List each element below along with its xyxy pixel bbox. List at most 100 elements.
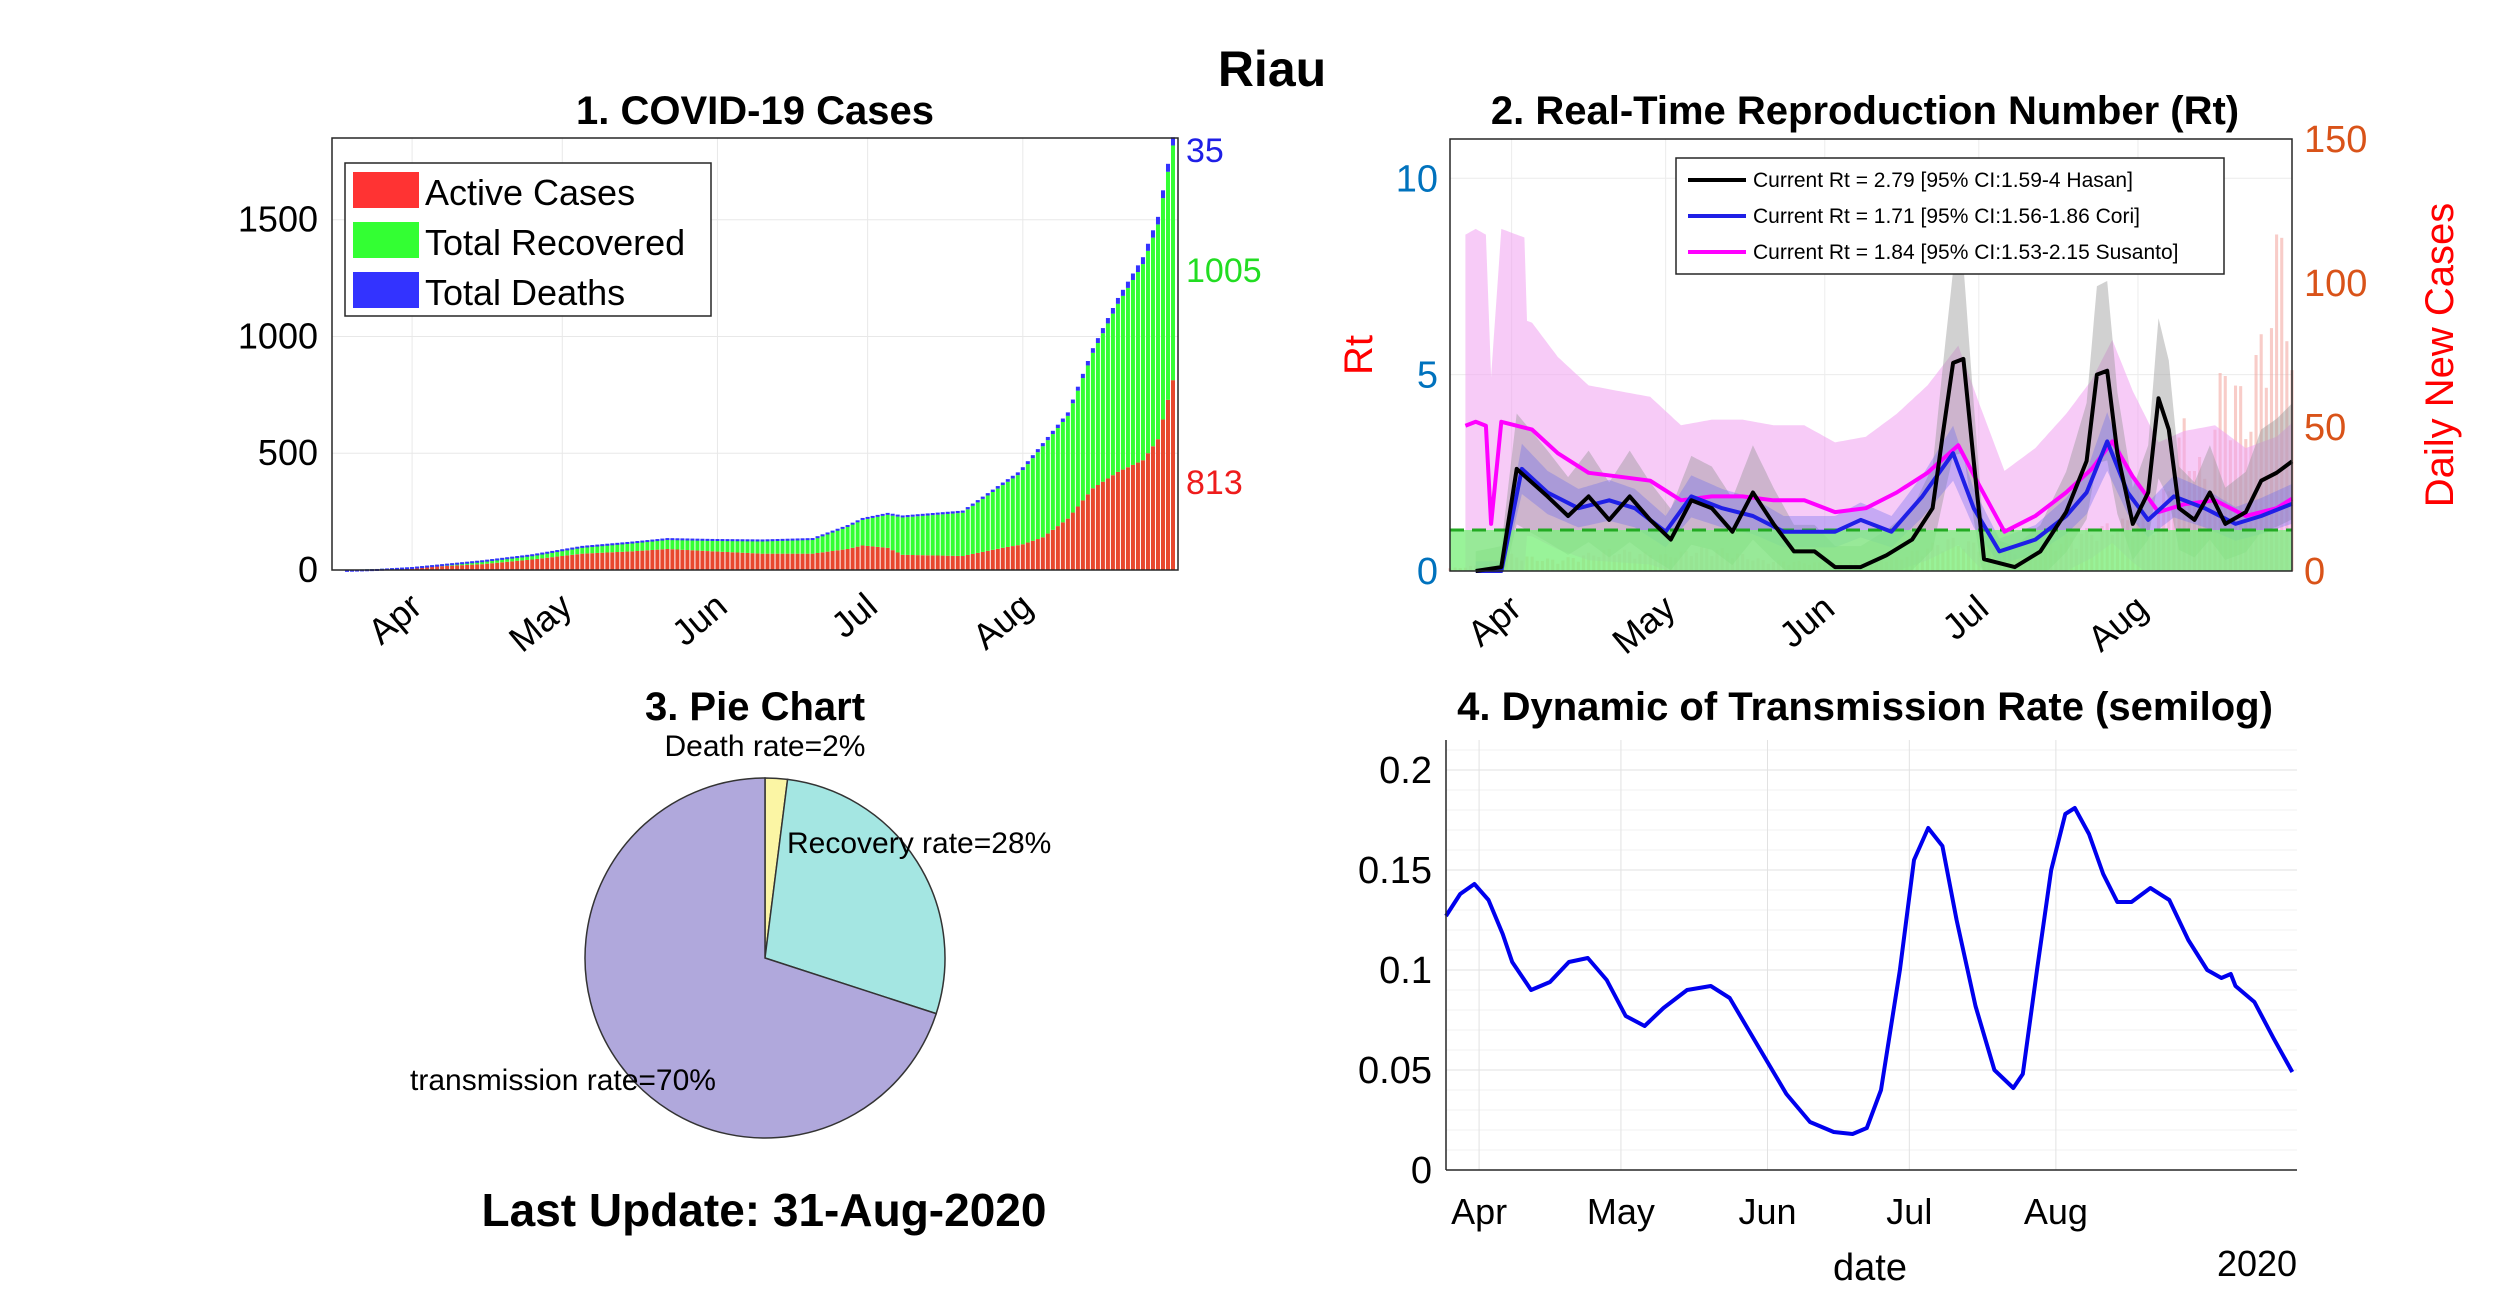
bar-active — [935, 555, 940, 570]
bar-recovered — [615, 543, 620, 553]
bar-deaths — [1160, 190, 1165, 199]
bar-deaths — [1145, 243, 1150, 251]
bar-active — [530, 559, 535, 570]
bar-recovered — [680, 539, 685, 550]
bar-deaths — [965, 507, 970, 510]
bar-active — [540, 558, 545, 570]
transmission-xtick-label: Apr — [1451, 1191, 1507, 1232]
bar-recovered — [605, 544, 610, 553]
bar-recovered — [515, 556, 520, 561]
bar-deaths — [445, 563, 450, 566]
bar-active — [1060, 522, 1065, 570]
bar-recovered — [650, 540, 655, 550]
bar-recovered — [840, 528, 845, 550]
bar-deaths — [955, 510, 960, 514]
rt-lines — [1464, 356, 2294, 573]
cases-bars — [345, 137, 1175, 572]
bar-active — [585, 553, 590, 570]
bar-recovered — [1115, 303, 1120, 472]
cases-chart-title: 1. COVID-19 Cases — [576, 89, 934, 133]
bar-deaths — [1100, 328, 1105, 334]
bar-recovered — [1040, 446, 1045, 538]
bar-deaths — [855, 520, 860, 523]
bar-recovered — [1165, 171, 1170, 400]
rt-ytick-label: 0 — [1417, 551, 1438, 593]
bar-active — [1130, 464, 1135, 570]
bar-active — [1065, 518, 1070, 570]
bar-active — [705, 551, 710, 570]
bar-active — [765, 553, 770, 570]
bar-active — [425, 566, 430, 570]
bar-active — [875, 546, 880, 570]
bar-deaths — [825, 532, 830, 535]
bar-recovered — [695, 539, 700, 551]
rt-threshold-fill — [1450, 530, 2292, 571]
bar-recovered — [700, 539, 705, 551]
bar-deaths — [885, 512, 890, 515]
bar-active — [570, 554, 575, 570]
bar-deaths — [910, 514, 915, 517]
bar-deaths — [690, 538, 695, 541]
bar-recovered — [705, 539, 710, 552]
bar-deaths — [740, 539, 745, 542]
pie-label-recovery: Recovery rate=28% — [787, 827, 1051, 860]
bar-active — [525, 559, 530, 570]
bar-recovered — [725, 540, 730, 553]
bar-active — [1035, 539, 1040, 570]
bar-recovered — [640, 541, 645, 551]
bar-recovered — [805, 539, 810, 554]
bar-active — [840, 549, 845, 570]
bar-deaths — [1020, 467, 1025, 471]
bar-active — [900, 554, 905, 570]
bar-active — [510, 561, 515, 570]
bar-recovered — [630, 542, 635, 552]
bar-deaths — [1015, 472, 1020, 476]
panel-rt: 2. Real-Time Reproduction Number (Rt) 0 5… — [1337, 89, 2462, 662]
bar-active — [780, 553, 785, 570]
bar-recovered — [995, 488, 1000, 549]
bar-deaths — [440, 564, 445, 567]
bar-active — [630, 551, 635, 570]
bar-recovered — [780, 540, 785, 554]
bar-active — [435, 566, 440, 570]
bar-deaths — [410, 567, 415, 570]
bar-deaths — [1080, 373, 1085, 379]
bar-deaths — [870, 515, 875, 518]
bar-recovered — [1085, 365, 1090, 495]
transmission-ytick-label: 0.15 — [1358, 850, 1432, 892]
bar-deaths — [1060, 418, 1065, 422]
pie-slice-transmission — [584, 777, 938, 1139]
bar-deaths — [730, 539, 735, 542]
bar-deaths — [595, 544, 600, 547]
bar-active — [500, 562, 505, 570]
bar-active — [1080, 500, 1085, 570]
bar-deaths — [950, 511, 955, 514]
bar-active — [970, 553, 975, 570]
daily-cases-bar — [2275, 234, 2279, 571]
bar-active — [785, 553, 790, 570]
bar-active — [575, 554, 580, 570]
rt-ytick-label: 10 — [1396, 158, 1438, 200]
bar-active — [830, 550, 835, 570]
rt-ylabel: Rt — [1337, 335, 1381, 375]
cases-ytick-label: 1000 — [238, 315, 318, 356]
bar-deaths — [425, 565, 430, 568]
bar-recovered — [880, 515, 885, 548]
cases-end-label-active: 813 — [1186, 464, 1243, 502]
bar-deaths — [780, 538, 785, 541]
bar-deaths — [755, 539, 760, 542]
legend-label-deaths: Total Deaths — [425, 272, 625, 313]
bar-recovered — [1050, 434, 1055, 530]
rt-ytick-right-label: 150 — [2304, 119, 2367, 161]
pie-label-transmission: transmission rate=70% — [410, 1064, 716, 1097]
bar-recovered — [850, 524, 855, 548]
rt-legend: Current Rt = 2.79 [95% CI:1.59-4 Hasan] … — [1675, 157, 2225, 275]
bar-active — [1025, 542, 1030, 570]
bar-deaths — [845, 525, 850, 528]
bar-recovered — [1065, 415, 1070, 519]
transmission-line — [1444, 806, 2295, 1136]
bar-recovered — [620, 543, 625, 552]
bar-active — [870, 546, 875, 570]
rt-line-susanto — [1464, 419, 2294, 534]
transmission-xtick-label: Aug — [2024, 1191, 2088, 1232]
